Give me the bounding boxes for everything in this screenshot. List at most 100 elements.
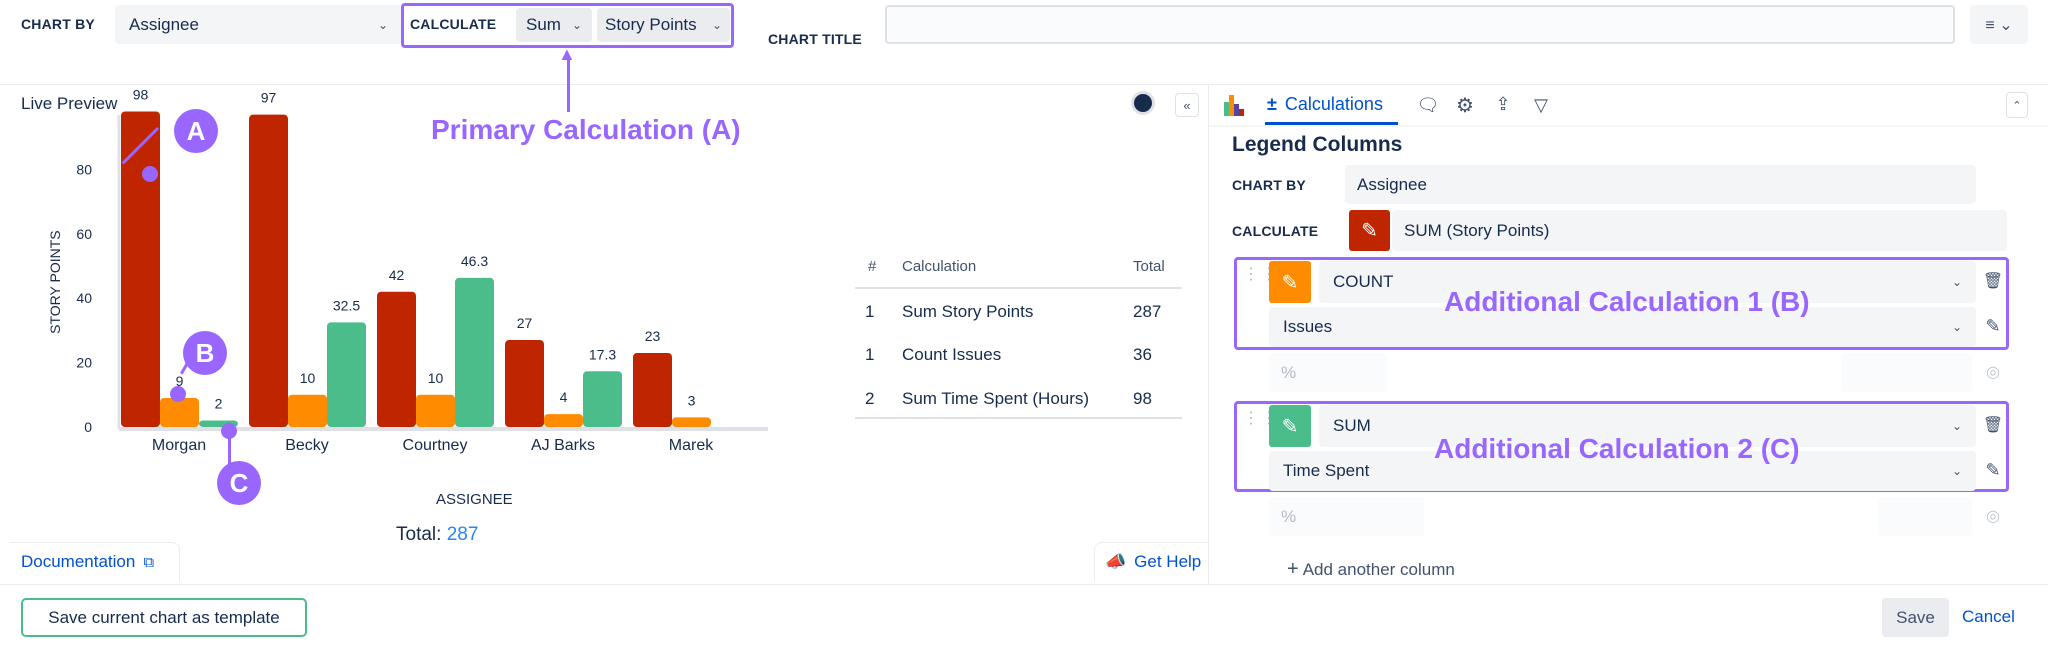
row-total: 287 — [1133, 302, 1162, 321]
calc1-field-value: Issues — [1283, 317, 1333, 336]
eyedropper-icon: ✎ — [1281, 415, 1299, 438]
bar — [160, 398, 199, 427]
percent-placeholder: % — [1281, 363, 1297, 382]
row-number: 1 — [865, 345, 875, 364]
plus-icon: + — [1287, 558, 1299, 580]
arrow-line — [567, 56, 570, 112]
chevron-down-icon: ⌄ — [571, 18, 582, 32]
calc2-function-value: SUM — [1333, 416, 1371, 435]
tab-export-share-icon[interactable]: ⇪ — [1495, 93, 1511, 114]
total-text: Total: 287 — [396, 524, 478, 546]
bar-data-label: 32.5 — [333, 297, 360, 313]
tab-legend-icon[interactable]: 🗨 — [1416, 94, 1440, 115]
collapse-up-button[interactable]: ⌃ — [2006, 92, 2028, 118]
calc2-secondary-input[interactable] — [1878, 497, 1972, 536]
tab-filter-icon[interactable]: ▽ — [1534, 94, 1548, 115]
chevron-down-icon: ⌄ — [1951, 464, 1962, 478]
get-help-button[interactable]: 📣 Get Help — [1094, 542, 1208, 581]
tab-divider — [1209, 125, 2048, 127]
documentation-label: Documentation — [21, 552, 136, 571]
row-total: 36 — [1133, 345, 1152, 364]
panel-calculate-field: SUM (Story Points) — [1392, 210, 2007, 251]
sum-color-picker[interactable]: ✎ — [1269, 405, 1311, 447]
legend-columns-title: Legend Columns — [1232, 133, 1403, 156]
edit-calc1-pencil-icon[interactable]: ✎ — [1985, 315, 2001, 336]
add-column-label: Add another column — [1302, 560, 1455, 579]
panel-chart-by-field: Assignee — [1345, 165, 1976, 204]
documentation-link[interactable]: Documentation ⧉ — [10, 542, 180, 581]
legend-table-header: # Calculation Total — [855, 258, 1182, 289]
theme-toggle-icon[interactable] — [1131, 91, 1155, 115]
calc-function-select[interactable]: Sum ⌄ — [516, 8, 592, 42]
calc1-function-select[interactable]: COUNT ⌄ — [1319, 261, 1976, 303]
title-align-button[interactable]: ≡ ⌄ — [1970, 5, 2028, 44]
row-calculation: Sum Time Spent (Hours) — [902, 389, 1090, 408]
row-number: 2 — [865, 389, 875, 408]
calc1-secondary-input[interactable] — [1841, 353, 1972, 392]
annotation-a-dot — [142, 166, 158, 182]
calc2-field-select[interactable]: Time Spent ⌄ — [1269, 451, 1976, 491]
bar-chart: 0 20 40 60 80 STORY POINTS 98 9 2 Morgan 97 10 32.5 B… — [47, 86, 768, 454]
visibility-eye-icon[interactable]: ◎ — [1986, 364, 2000, 381]
bar-data-label: 17.3 — [589, 346, 616, 362]
collapse-panel-button[interactable]: « — [1175, 93, 1199, 117]
primary-color-picker[interactable]: ✎ — [1349, 210, 1390, 251]
eyedropper-icon: ✎ — [1281, 271, 1299, 294]
count-color-picker[interactable]: ✎ — [1269, 261, 1311, 303]
bar-data-label: 97 — [261, 90, 277, 106]
calc1-function-value: COUNT — [1333, 272, 1394, 291]
bar — [544, 414, 583, 427]
chevron-down-icon: ⌄ — [711, 18, 722, 32]
bar — [416, 394, 455, 427]
visibility-eye-icon[interactable]: ◎ — [1986, 508, 2000, 525]
calc-function-value: Sum — [526, 15, 561, 34]
double-chevron-left-icon: « — [1183, 97, 1191, 113]
cancel-button[interactable]: Cancel — [1962, 607, 2015, 626]
row-number: 1 — [865, 302, 875, 321]
chart-by-select[interactable]: Assignee ⌄ — [115, 5, 402, 44]
save-template-button[interactable]: Save current chart as template — [21, 598, 307, 637]
edit-calc2-pencil-icon[interactable]: ✎ — [1985, 459, 2001, 480]
row-total: 98 — [1133, 389, 1152, 408]
header-calculation: Calculation — [902, 258, 977, 275]
bar-data-label: 10 — [300, 370, 316, 386]
delete-calc1-trash-icon[interactable]: 🗑 — [1982, 273, 2004, 290]
y-tick-label: 20 — [76, 355, 92, 371]
chevron-down-icon: ⌄ — [1951, 320, 1962, 334]
calc1-percent-input[interactable]: % — [1269, 353, 1387, 392]
bar — [121, 111, 160, 427]
header-number: # — [868, 258, 877, 275]
save-button[interactable]: Save — [1882, 598, 1949, 637]
chart-by-label: CHART BY — [21, 16, 95, 32]
chart-title-label: CHART TITLE — [768, 31, 862, 47]
megaphone-icon: 📣 — [1105, 552, 1127, 571]
chart-type-icon[interactable] — [1223, 94, 1245, 116]
panel-divider — [1208, 85, 1209, 584]
delete-calc2-trash-icon[interactable]: 🗑 — [1982, 417, 2004, 434]
add-column-button[interactable]: + Add another column — [1287, 558, 1455, 581]
panel-chart-by-label: CHART BY — [1232, 177, 1306, 193]
x-tick-label: Marek — [669, 437, 714, 454]
footer-divider — [0, 584, 2048, 585]
drag-handle-icon[interactable]: ⋮⋮ — [1243, 266, 1279, 283]
calc-field-select[interactable]: Story Points ⌄ — [597, 8, 730, 42]
chevron-up-icon: ⌃ — [2012, 99, 2022, 112]
tab-calculations[interactable]: ± Calculations — [1267, 94, 1383, 124]
external-link-icon: ⧉ — [143, 553, 155, 571]
calc2-percent-input[interactable]: % — [1269, 497, 1424, 536]
calc2-function-select[interactable]: SUM ⌄ — [1319, 405, 1976, 447]
bar-data-label: 46.3 — [461, 253, 488, 269]
row-calculation: Count Issues — [902, 345, 1002, 364]
chevron-down-icon: ⌄ — [1951, 275, 1962, 289]
drag-handle-icon[interactable]: ⋮⋮ — [1243, 410, 1279, 427]
bar-data-label: 9 — [176, 373, 184, 389]
calc1-field-select[interactable]: Issues ⌄ — [1269, 307, 1976, 347]
bar — [633, 352, 672, 427]
arrow-up-icon: ▲ — [558, 44, 576, 64]
chart-by-value: Assignee — [129, 14, 199, 34]
align-icon: ≡ ⌄ — [1985, 16, 2013, 34]
bar-data-label: 42 — [389, 267, 405, 283]
chart-title-input[interactable] — [885, 5, 1955, 44]
tab-settings-gear-icon[interactable]: ⚙ — [1456, 94, 1474, 117]
annotation-c-circle: C — [217, 461, 261, 505]
